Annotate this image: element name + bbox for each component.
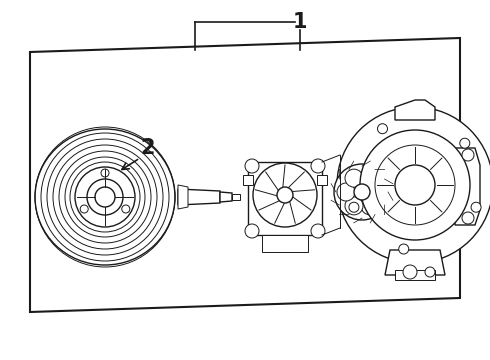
Circle shape bbox=[53, 145, 157, 249]
Polygon shape bbox=[30, 38, 460, 312]
Polygon shape bbox=[248, 162, 322, 235]
Circle shape bbox=[253, 163, 317, 227]
Circle shape bbox=[462, 212, 474, 224]
Circle shape bbox=[361, 197, 379, 215]
Circle shape bbox=[35, 127, 175, 267]
Circle shape bbox=[334, 164, 390, 220]
Circle shape bbox=[75, 167, 135, 227]
Polygon shape bbox=[220, 192, 232, 202]
Circle shape bbox=[375, 145, 455, 225]
Circle shape bbox=[87, 179, 123, 215]
Circle shape bbox=[41, 133, 169, 261]
Polygon shape bbox=[395, 100, 435, 120]
Polygon shape bbox=[317, 175, 327, 185]
Circle shape bbox=[47, 139, 163, 255]
Circle shape bbox=[395, 165, 435, 205]
Polygon shape bbox=[262, 235, 308, 252]
Circle shape bbox=[361, 169, 379, 187]
Circle shape bbox=[354, 184, 370, 200]
Polygon shape bbox=[178, 189, 220, 205]
Polygon shape bbox=[232, 194, 240, 200]
Circle shape bbox=[337, 107, 490, 263]
Circle shape bbox=[122, 205, 130, 213]
Circle shape bbox=[311, 224, 325, 238]
Circle shape bbox=[245, 159, 259, 173]
Circle shape bbox=[462, 149, 474, 161]
Circle shape bbox=[311, 159, 325, 173]
Circle shape bbox=[277, 187, 293, 203]
Circle shape bbox=[369, 183, 387, 201]
Circle shape bbox=[245, 224, 259, 238]
Polygon shape bbox=[178, 185, 188, 209]
Circle shape bbox=[460, 138, 470, 148]
Polygon shape bbox=[455, 148, 480, 225]
Circle shape bbox=[377, 124, 388, 134]
Circle shape bbox=[70, 162, 140, 232]
Circle shape bbox=[337, 183, 355, 201]
Circle shape bbox=[345, 169, 363, 187]
Circle shape bbox=[360, 130, 470, 240]
Circle shape bbox=[65, 157, 145, 237]
Circle shape bbox=[399, 244, 409, 254]
Circle shape bbox=[349, 202, 359, 212]
Polygon shape bbox=[243, 175, 253, 185]
Circle shape bbox=[59, 151, 151, 243]
Text: 1: 1 bbox=[293, 12, 307, 32]
Text: 2: 2 bbox=[141, 138, 155, 158]
Circle shape bbox=[101, 169, 109, 177]
Circle shape bbox=[345, 197, 363, 215]
Circle shape bbox=[403, 265, 417, 279]
Circle shape bbox=[425, 267, 435, 277]
Circle shape bbox=[80, 205, 88, 213]
Polygon shape bbox=[385, 250, 445, 275]
Circle shape bbox=[471, 202, 481, 212]
Polygon shape bbox=[395, 270, 435, 280]
Circle shape bbox=[95, 187, 115, 207]
